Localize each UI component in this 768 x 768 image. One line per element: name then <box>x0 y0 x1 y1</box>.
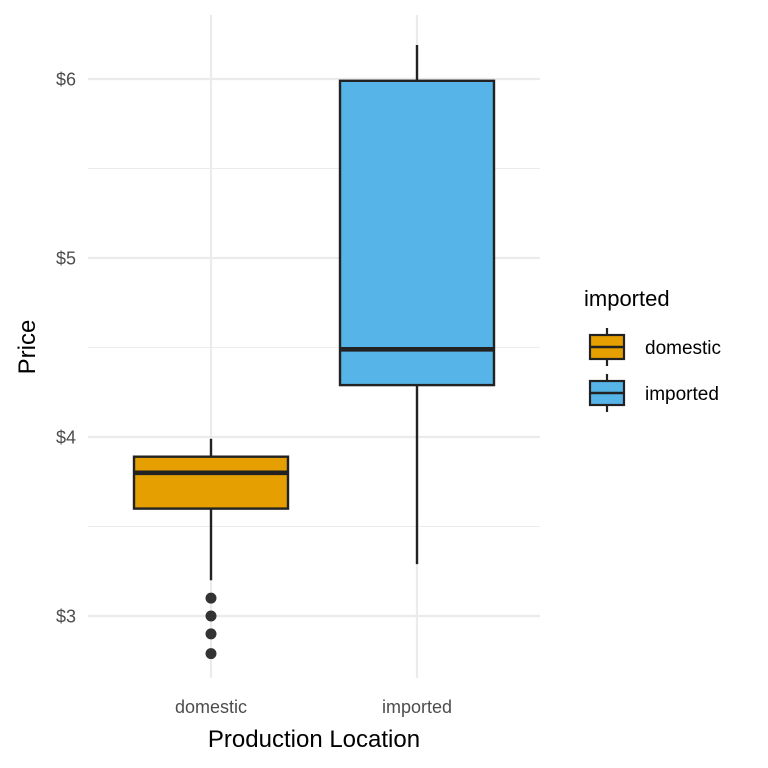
outlier-point <box>205 610 217 622</box>
x-axis-title: Production Location <box>208 726 420 753</box>
x-tick-label: imported <box>382 697 452 717</box>
outlier-point <box>205 648 217 660</box>
y-tick-label: $6 <box>56 70 76 90</box>
iqr-box <box>132 455 290 510</box>
x-tick-label: domestic <box>175 697 247 717</box>
legend: imported domestic imported <box>584 286 721 412</box>
y-axis-title: Price <box>14 320 41 375</box>
legend-label: imported <box>645 384 719 405</box>
iqr-box <box>338 79 496 387</box>
legend-entries: domestic imported <box>588 328 721 412</box>
legend-title: imported <box>584 286 670 311</box>
box-domestic <box>132 438 290 660</box>
x-axis-ticks: domestic imported <box>175 697 452 717</box>
box-imported <box>338 44 496 565</box>
legend-entry-imported: imported <box>588 374 719 412</box>
outlier-point <box>205 592 217 604</box>
outlier-point <box>205 628 217 640</box>
legend-label: domestic <box>645 338 721 359</box>
boxes <box>132 44 496 660</box>
y-axis-ticks: $3 $4 $5 $6 <box>56 70 76 627</box>
y-tick-label: $3 <box>56 607 76 627</box>
legend-entry-domestic: domestic <box>588 328 721 366</box>
y-tick-label: $4 <box>56 428 76 448</box>
y-tick-label: $5 <box>56 249 76 269</box>
